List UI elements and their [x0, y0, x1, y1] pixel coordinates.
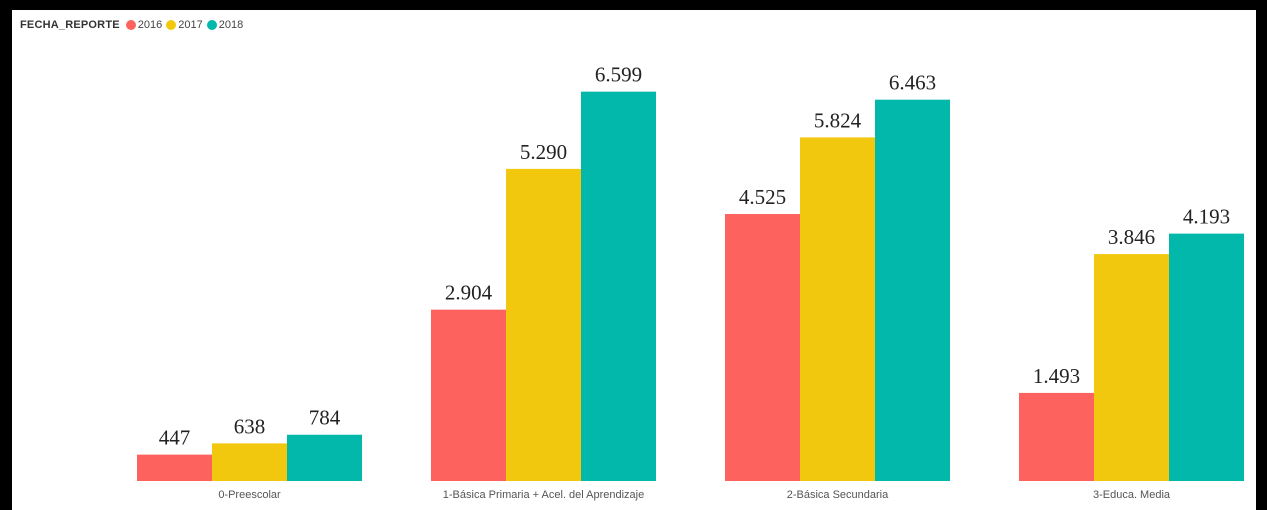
data-label-background	[1027, 362, 1086, 389]
bar-2018-2[interactable]	[875, 99, 950, 482]
data-label-2018-0: 784	[309, 406, 341, 430]
bar-2016-1[interactable]	[431, 309, 506, 481]
data-label-background	[155, 424, 194, 451]
bar-2017-1[interactable]	[506, 168, 581, 481]
data-label-background	[589, 61, 648, 88]
bar-2016-2[interactable]	[725, 214, 800, 481]
data-label-background	[808, 107, 867, 134]
data-label-background	[1177, 203, 1236, 230]
legend-dot-icon	[166, 20, 177, 30]
data-label-background	[439, 279, 498, 306]
bar-2018-1[interactable]	[581, 91, 656, 481]
data-label-2018-1: 6.599	[595, 63, 642, 87]
data-label-2017-2: 5.824	[814, 108, 862, 132]
data-label-2017-3: 3.846	[1108, 225, 1155, 249]
data-label-2018-3: 4.193	[1183, 205, 1230, 229]
chart-frame: FECHA_REPORTE 2016 2017 2018 447 638 784 0-…	[12, 10, 1256, 510]
category-label-1: 1-Básica Primaria + Acel. del Aprendizaj…	[443, 489, 644, 501]
category-label-3: 3-Educa. Media	[1093, 489, 1171, 501]
bar-2017-3[interactable]	[1094, 254, 1169, 481]
category-label-2: 2-Básica Secundaria	[787, 489, 889, 501]
legend-dot-icon	[206, 20, 217, 30]
data-label-2016-3: 1.493	[1033, 364, 1080, 388]
category-label-0: 0-Preescolar	[218, 489, 281, 501]
data-label-2016-2: 4.525	[739, 185, 786, 209]
data-label-background	[305, 404, 344, 431]
legend-item-2016[interactable]: 2016	[125, 19, 163, 31]
legend-item-2018[interactable]: 2018	[206, 19, 244, 31]
bar-2018-0[interactable]	[287, 434, 362, 481]
legend-dot-icon	[125, 20, 136, 30]
legend-label-2018: 2018	[218, 19, 244, 31]
data-label-2017-1: 5.290	[520, 140, 567, 164]
bar-2017-2[interactable]	[800, 137, 875, 481]
bar-2016-3[interactable]	[1019, 392, 1094, 481]
bar-2016-0[interactable]	[137, 454, 212, 481]
legend-item-2017[interactable]: 2017	[166, 19, 203, 31]
data-label-background	[514, 138, 573, 165]
data-label-background	[230, 413, 269, 440]
data-label-2017-0: 638	[234, 414, 266, 438]
legend-label-2017: 2017	[178, 19, 203, 31]
bar-chart: 447 638 784 0-Preescolar 2.904 5.290 6.599 1-Bá…	[137, 61, 1244, 501]
bar-2018-3[interactable]	[1169, 233, 1244, 481]
data-label-2016-0: 447	[159, 426, 191, 450]
legend: FECHA_REPORTE 2016 2017 2018	[20, 19, 247, 31]
data-label-background	[1102, 224, 1161, 251]
legend-title: FECHA_REPORTE	[20, 19, 120, 31]
data-label-background	[883, 69, 942, 96]
legend-label-2016: 2016	[137, 19, 163, 31]
data-label-2016-1: 2.904	[445, 281, 493, 305]
bar-2017-0[interactable]	[212, 443, 287, 481]
data-label-background	[733, 184, 792, 211]
data-label-2018-2: 6.463	[889, 71, 936, 95]
